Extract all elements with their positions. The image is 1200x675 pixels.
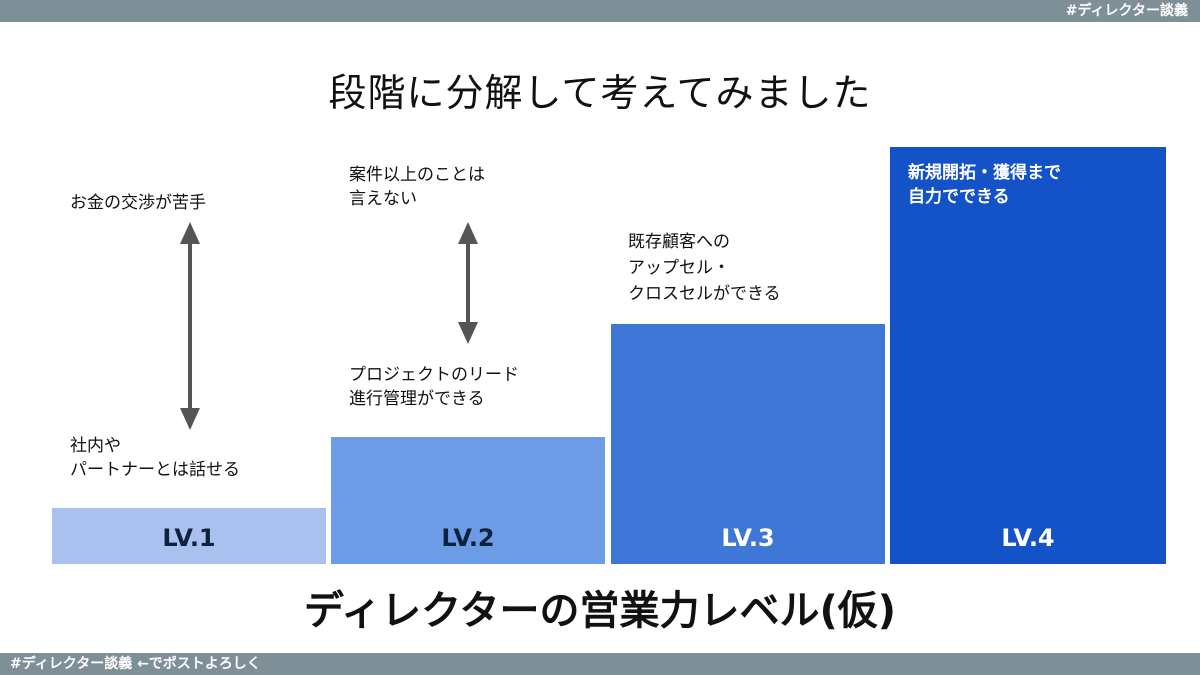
hashtag-label: #ディレクター談義 xyxy=(1065,3,1188,19)
level-bar-4: LV.4 xyxy=(890,147,1166,564)
lv1-bottom-note: 社内や パートナーとは話せる xyxy=(70,434,240,482)
level-label-2: LV.2 xyxy=(441,524,495,552)
level-label-4: LV.4 xyxy=(1001,524,1055,552)
lv3-line-3: クロスセルができる xyxy=(628,284,781,304)
bottom-bar: #ディレクター談義 ←でポストよろしく xyxy=(0,653,1200,675)
lv2-top-line-1: 案件以上のことは xyxy=(349,165,485,185)
lv1-bottom-line-1: 社内や xyxy=(70,436,121,456)
lv2-bottom-line-1: プロジェクトのリード xyxy=(349,365,519,385)
lv1-top-line: お金の交渉が苦手 xyxy=(70,193,206,213)
lv3-note: 既存顧客への アップセル・ クロスセルができる xyxy=(628,229,781,307)
lv3-line-2: アップセル・ xyxy=(628,258,730,278)
level-bar-1: LV.1 xyxy=(52,508,326,564)
lv2-top-note: 案件以上のことは 言えない xyxy=(349,163,485,211)
footer-hashtag-text: #ディレクター談義 ←でポストよろしく xyxy=(10,656,261,672)
lv2-top-line-2: 言えない xyxy=(349,189,417,209)
level-bar-2: LV.2 xyxy=(331,437,605,564)
lv4-line-2: 自力でできる xyxy=(908,187,1010,207)
lv2-bottom-note: プロジェクトのリード 進行管理ができる xyxy=(349,363,519,411)
chart-subtitle: ディレクターの営業力レベル(仮) xyxy=(303,588,897,634)
lv3-line-1: 既存顧客への xyxy=(628,232,730,252)
lv4-note: 新規開拓・獲得まで 自力でできる xyxy=(908,161,1061,209)
level-label-1: LV.1 xyxy=(162,524,216,552)
lv2-double-arrow-icon xyxy=(458,222,478,344)
lv1-bottom-line-2: パートナーとは話せる xyxy=(70,460,240,480)
lv1-double-arrow-icon xyxy=(180,222,200,430)
top-bar: #ディレクター談義 xyxy=(0,0,1200,22)
lv2-bottom-line-2: 進行管理ができる xyxy=(349,389,485,409)
level-label-3: LV.3 xyxy=(721,524,775,552)
slide-title: 段階に分解して考えてみました xyxy=(328,71,872,115)
lv4-line-1: 新規開拓・獲得まで xyxy=(908,163,1061,183)
lv1-top-note: お金の交渉が苦手 xyxy=(70,191,206,215)
level-bar-3: LV.3 xyxy=(611,324,885,564)
